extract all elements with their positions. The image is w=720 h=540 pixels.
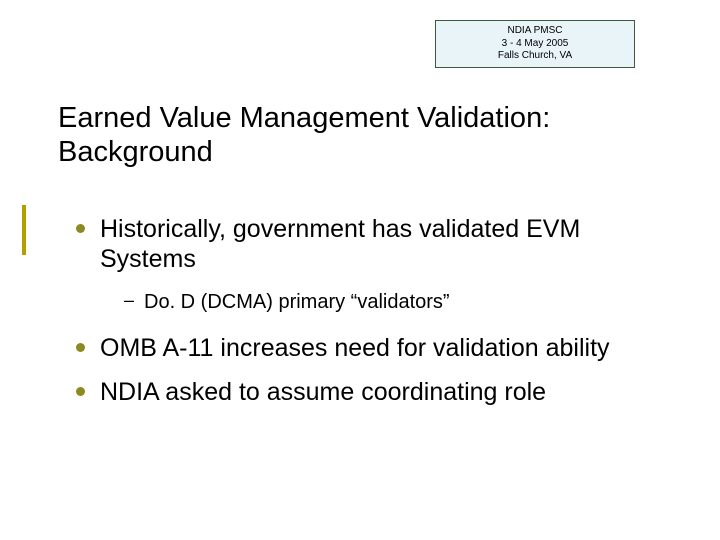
slide-title: Earned Value Management Validation: Back… (58, 101, 690, 169)
dash-icon: – (124, 290, 134, 311)
bullet-item: NDIA asked to assume coordinating role (100, 377, 680, 407)
slide-body: Historically, government has validated E… (100, 214, 680, 421)
accent-bar (22, 205, 26, 255)
header-line-1: NDIA PMSC (442, 25, 628, 38)
bullet-text: OMB A-11 increases need for validation a… (100, 333, 680, 363)
title-line-2: Background (58, 135, 690, 169)
bullet-text: Historically, government has validated E… (100, 214, 680, 274)
bullet-icon (76, 224, 85, 233)
bullet-item: OMB A-11 increases need for validation a… (100, 333, 680, 363)
sub-bullet-item: – Do. D (DCMA) primary “validators” (144, 290, 680, 315)
bullet-icon (76, 387, 85, 396)
header-info-box: NDIA PMSC 3 - 4 May 2005 Falls Church, V… (435, 20, 635, 68)
sub-bullet-text: Do. D (DCMA) primary “validators” (144, 290, 680, 315)
title-line-1: Earned Value Management Validation: (58, 101, 690, 135)
header-line-2: 3 - 4 May 2005 (442, 38, 628, 51)
bullet-item: Historically, government has validated E… (100, 214, 680, 315)
header-line-3: Falls Church, VA (442, 50, 628, 63)
bullet-icon (76, 343, 85, 352)
bullet-text: NDIA asked to assume coordinating role (100, 377, 680, 407)
